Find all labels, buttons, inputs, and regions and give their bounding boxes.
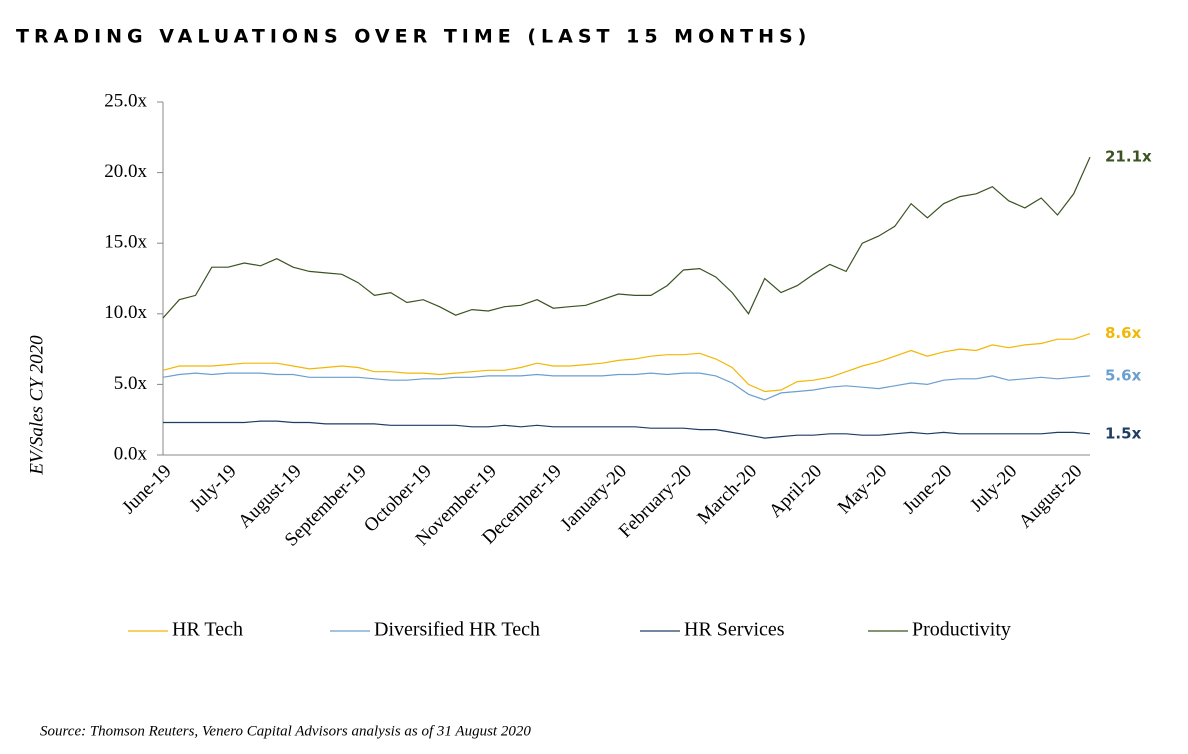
legend-label: HR Services bbox=[684, 619, 785, 641]
y-tick-label: 10.0x bbox=[104, 302, 147, 323]
end-label: 5.6x bbox=[1105, 366, 1142, 384]
end-label: 8.6x bbox=[1105, 324, 1142, 342]
x-tick-label: June-19 bbox=[118, 461, 175, 518]
x-tick-label: March-20 bbox=[693, 461, 761, 529]
series-line bbox=[162, 333, 1091, 393]
y-tick-label: 25.0x bbox=[104, 90, 147, 111]
x-tick-label: July-20 bbox=[966, 461, 1021, 516]
chart-title: TRADING VALUATIONS OVER TIME (LAST 15 MO… bbox=[16, 26, 811, 48]
y-tick-label: 5.0x bbox=[114, 373, 148, 394]
legend-label: Productivity bbox=[912, 619, 1011, 641]
end-label: 21.1x bbox=[1105, 148, 1152, 166]
y-axis-label: EV/Sales CY 2020 bbox=[26, 335, 47, 476]
x-tick-label: April-20 bbox=[765, 461, 826, 522]
source-note: Source: Thomson Reuters, Venero Capital … bbox=[40, 723, 531, 739]
y-tick-label: 15.0x bbox=[104, 232, 147, 253]
end-label: 1.5x bbox=[1105, 424, 1142, 442]
x-tick-label: August-20 bbox=[1015, 461, 1087, 533]
series-line bbox=[163, 420, 1091, 439]
x-tick-label: May-20 bbox=[834, 461, 891, 518]
legend-label: Diversified HR Tech bbox=[374, 619, 540, 641]
x-tick-label: June-20 bbox=[899, 461, 956, 518]
legend-label: HR Tech bbox=[172, 619, 243, 641]
y-tick-label: 0.0x bbox=[114, 443, 148, 464]
series-line bbox=[162, 156, 1091, 319]
series-line bbox=[162, 372, 1091, 401]
x-tick-label: July-19 bbox=[186, 461, 241, 516]
y-tick-label: 20.0x bbox=[104, 161, 147, 182]
